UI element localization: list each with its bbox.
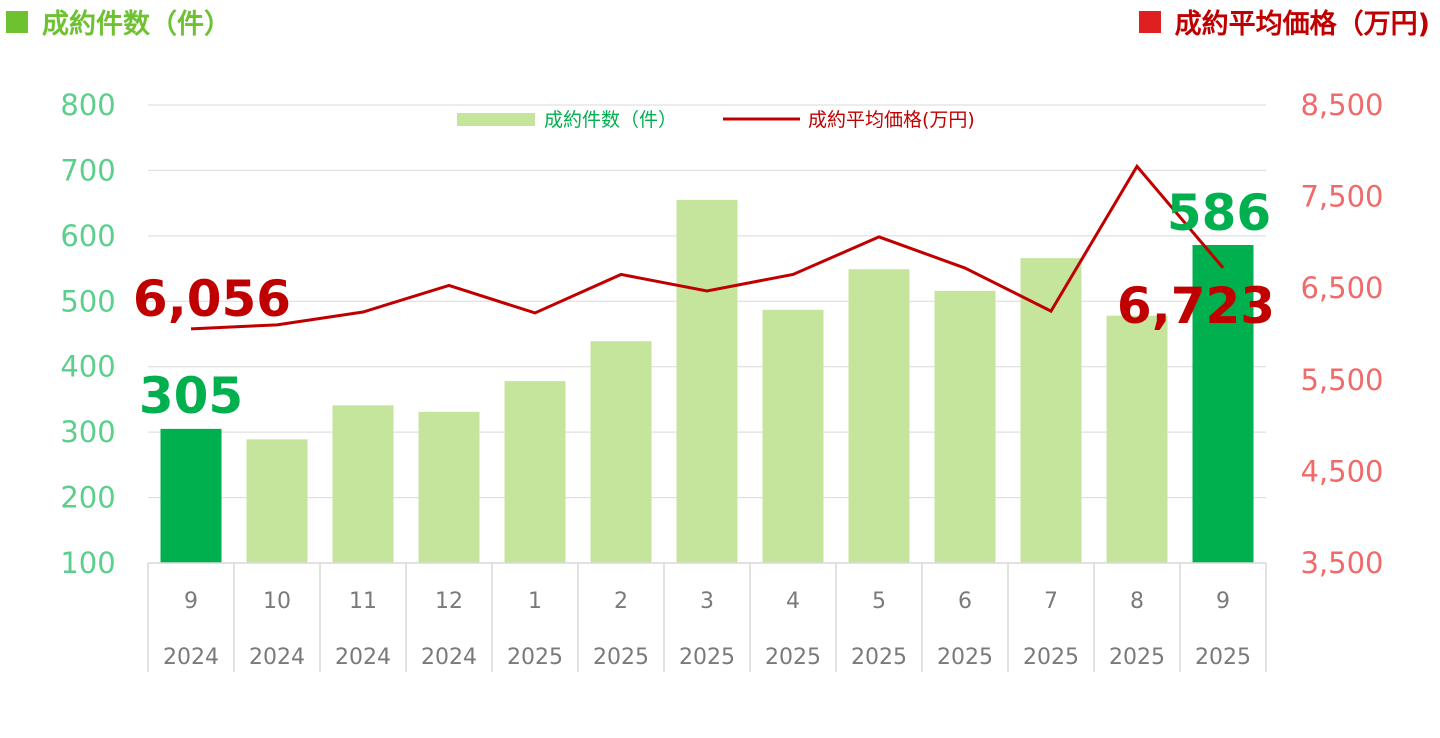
left-tick-label: 600 xyxy=(60,219,115,253)
bar-highlight xyxy=(160,428,222,563)
left-tick-label: 800 xyxy=(60,88,115,122)
x-tick-year: 2025 xyxy=(937,645,993,670)
right-tick-label: 5,500 xyxy=(1300,363,1383,397)
x-tick-month: 10 xyxy=(263,589,291,614)
bar-highlight xyxy=(1192,245,1254,563)
line-last-value-label: 6,723 xyxy=(1117,277,1275,335)
bar xyxy=(1106,315,1168,563)
x-tick-year: 2025 xyxy=(765,645,821,670)
bar xyxy=(504,381,566,563)
x-tick-month: 1 xyxy=(528,589,542,614)
x-tick-year: 2025 xyxy=(507,645,563,670)
right-tick-label: 6,500 xyxy=(1300,271,1383,305)
x-tick-month: 6 xyxy=(958,589,972,614)
left-tick-label: 200 xyxy=(60,481,115,515)
left-title-square-icon xyxy=(6,10,28,33)
bar xyxy=(1020,258,1082,563)
right-tick-label: 7,500 xyxy=(1300,180,1383,214)
x-tick-year: 2025 xyxy=(1023,645,1079,670)
bar xyxy=(246,439,308,563)
x-tick-month: 8 xyxy=(1130,589,1144,614)
legend-bar-label: 成約件数（件） xyxy=(544,109,677,131)
right-axis-title: 成約平均価格（万円) xyxy=(1138,2,1430,41)
right-axis-ticks: 8,500 7,500 6,500 5,500 4,500 3,500 xyxy=(1300,88,1383,580)
left-tick-label: 300 xyxy=(60,415,115,449)
x-tick-month: 7 xyxy=(1044,589,1058,614)
bar-last-value-label: 586 xyxy=(1167,184,1271,242)
x-tick-month: 12 xyxy=(435,589,463,614)
bar-first-value-label: 305 xyxy=(139,367,243,425)
x-tick-month: 11 xyxy=(349,589,377,614)
left-tick-label: 400 xyxy=(60,350,115,384)
bar xyxy=(332,405,394,563)
x-tick-year: 2025 xyxy=(1195,645,1251,670)
x-tick-month: 3 xyxy=(700,589,714,614)
right-title-square-icon xyxy=(1138,10,1161,33)
x-tick-year: 2024 xyxy=(421,645,477,670)
bar xyxy=(848,269,910,563)
left-axis-title: 成約件数（件） xyxy=(6,2,231,41)
bar xyxy=(934,290,996,563)
left-tick-label: 700 xyxy=(60,153,115,187)
price-line xyxy=(190,163,1225,331)
line-series xyxy=(190,163,1225,331)
x-tick-month: 2 xyxy=(614,589,628,614)
right-tick-label: 4,500 xyxy=(1300,454,1383,488)
bar-series xyxy=(160,199,1254,563)
x-tick-month: 4 xyxy=(786,589,800,614)
legend-line-label: 成約平均価格(万円) xyxy=(808,109,975,131)
x-tick-year: 2025 xyxy=(851,645,907,670)
bar xyxy=(590,341,652,563)
right-tick-label: 3,500 xyxy=(1300,546,1383,580)
x-tick-year: 2025 xyxy=(679,645,735,670)
x-tick-year: 2024 xyxy=(249,645,305,670)
bar xyxy=(418,411,480,563)
x-tick-year: 2024 xyxy=(335,645,391,670)
x-tick-year: 2024 xyxy=(163,645,219,670)
right-title-text: 成約平均価格（万円) xyxy=(1174,9,1430,40)
x-tick-year: 2025 xyxy=(1109,645,1165,670)
right-tick-label: 8,500 xyxy=(1300,88,1383,122)
bar xyxy=(762,309,824,563)
legend: 成約件数（件） 成約平均価格(万円) xyxy=(457,109,975,131)
data-annotations: 305 586 6,056 6,723 xyxy=(133,184,1275,425)
left-tick-label: 500 xyxy=(60,284,115,318)
x-tick-month: 9 xyxy=(184,589,198,614)
category-axis: 9 2024 10 2024 11 2024 12 2024 1 2025 2 2025 3 2025 4 2… xyxy=(147,562,1267,672)
x-tick-month: 5 xyxy=(872,589,886,614)
left-title-text: 成約件数（件） xyxy=(42,9,231,40)
bar xyxy=(676,199,738,563)
left-axis-ticks: 800 700 600 500 400 300 200 100 xyxy=(60,88,115,580)
x-tick-year: 2025 xyxy=(593,645,649,670)
left-tick-label: 100 xyxy=(60,546,115,580)
x-tick-month: 9 xyxy=(1216,589,1230,614)
line-first-value-label: 6,056 xyxy=(133,270,291,328)
legend-bar-swatch xyxy=(457,113,535,126)
